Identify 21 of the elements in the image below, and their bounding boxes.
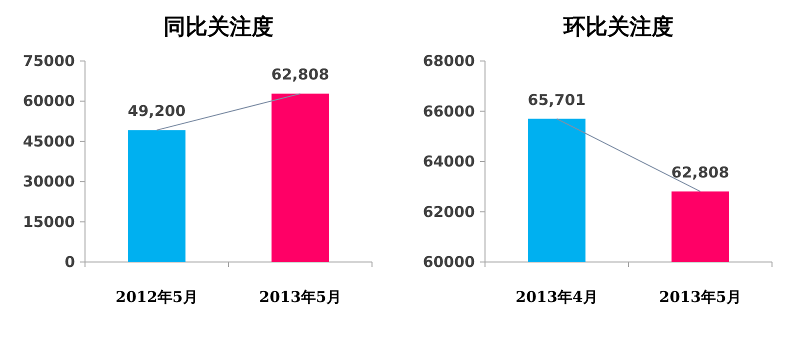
- data-label: 49,200: [128, 102, 186, 120]
- y-tick-label: 62000: [422, 202, 475, 221]
- x-tick-label: 2012年5月: [116, 288, 198, 306]
- y-tick-label: 66000: [422, 102, 475, 120]
- chart-title: 同比关注度: [164, 14, 274, 40]
- chart-title: 环比关注度: [562, 14, 674, 40]
- y-tick-label: 68000: [422, 52, 475, 70]
- data-label: 62,808: [271, 66, 330, 84]
- data-label: 62,808: [671, 163, 730, 182]
- y-tick-label: 60000: [22, 92, 75, 110]
- y-tick-label: 30000: [22, 172, 75, 191]
- x-tick-label: 2013年5月: [259, 288, 342, 306]
- y-tick-label: 60000: [422, 253, 475, 271]
- y-tick-label: 45000: [22, 132, 75, 150]
- y-tick-label: 15000: [22, 212, 75, 231]
- data-label: 65,701: [528, 90, 586, 109]
- y-tick-label: 64000: [422, 152, 475, 170]
- x-tick-label: 2013年5月: [659, 288, 742, 306]
- y-tick-label: 75000: [22, 52, 75, 70]
- y-tick-label: 0: [64, 253, 75, 271]
- x-tick-label: 2013年4月: [516, 288, 598, 306]
